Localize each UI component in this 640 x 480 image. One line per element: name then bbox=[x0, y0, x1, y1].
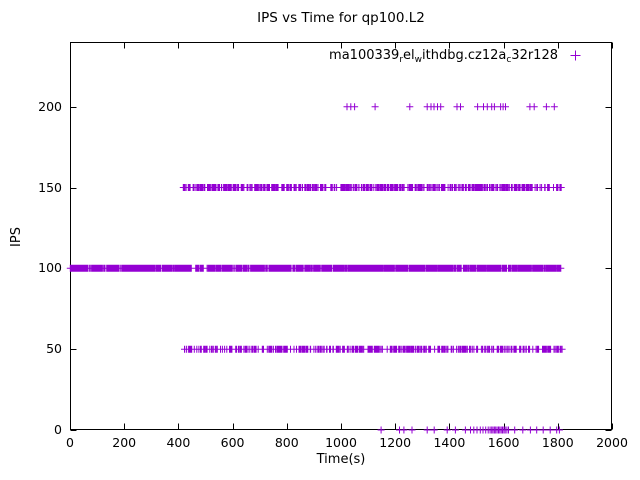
x-tick-label: 2000 bbox=[596, 435, 628, 450]
x-tick-label: 0 bbox=[66, 435, 74, 450]
chart-title: IPS vs Time for qp100.L2 bbox=[257, 10, 425, 26]
legend-label-segment: 32r128 bbox=[511, 47, 558, 63]
axis-ticks bbox=[70, 42, 613, 431]
x-tick-label: 400 bbox=[166, 435, 191, 450]
plot-border bbox=[70, 42, 612, 430]
legend: ma100339relwithdbg.cz12ac32r128 bbox=[329, 46, 581, 66]
x-tick-label: 200 bbox=[112, 435, 137, 450]
x-tick-label: 1400 bbox=[433, 435, 466, 450]
x-tick-label: 1600 bbox=[487, 435, 520, 450]
x-tick-label: 600 bbox=[220, 435, 245, 450]
legend-label: ma100339relwithdbg.cz12ac32r128 bbox=[329, 47, 558, 66]
y-tick-label: 0 bbox=[54, 422, 62, 437]
legend-label-segment: el bbox=[403, 47, 415, 63]
legend-label-subscript: c bbox=[506, 55, 512, 65]
x-tick-label: 1000 bbox=[325, 435, 357, 450]
x-axis-label: Time(s) bbox=[316, 452, 366, 467]
legend-label-subscript: w bbox=[414, 55, 423, 65]
x-tick-label: 800 bbox=[274, 435, 299, 450]
y-tick-label: 50 bbox=[46, 341, 62, 357]
y-axis-label: IPS bbox=[9, 227, 24, 247]
legend-label-subscript: r bbox=[399, 55, 404, 65]
legend-marker-icon bbox=[570, 50, 581, 61]
data-points bbox=[66, 103, 566, 434]
legend-label-segment: ithdbg.cz12a bbox=[422, 47, 507, 63]
legend-label-segment: ma100339 bbox=[329, 47, 400, 63]
y-tick-label: 100 bbox=[38, 260, 62, 276]
x-tick-label: 1800 bbox=[541, 435, 574, 450]
x-tick-label: 1200 bbox=[379, 435, 412, 450]
y-tick-label: 150 bbox=[38, 179, 62, 195]
y-tick-label: 200 bbox=[38, 98, 62, 114]
